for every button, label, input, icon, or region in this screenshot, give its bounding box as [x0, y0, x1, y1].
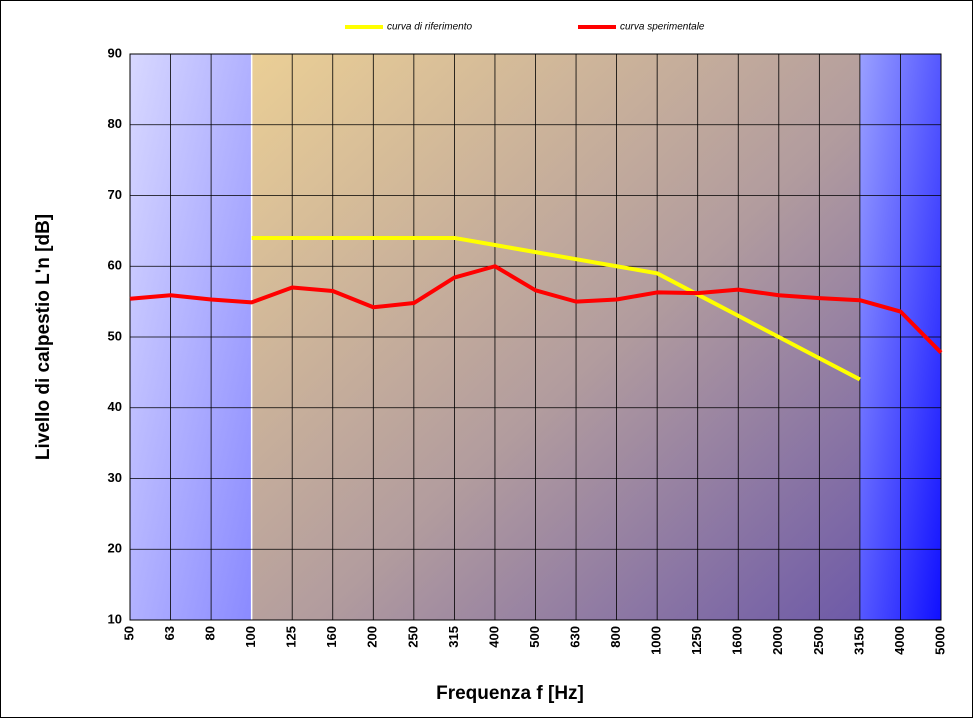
data-line: [251, 235, 861, 382]
y-tick-label: 30: [108, 470, 122, 485]
y-axis-title: Livello di calpestio L'n [dB]: [33, 214, 54, 460]
x-tick-label: 63: [162, 626, 177, 640]
x-tick-label: 1000: [649, 626, 664, 655]
x-tick-label: 500: [527, 626, 542, 648]
legend-label: curva di riferimento: [387, 22, 472, 33]
x-tick-label: 1600: [730, 626, 745, 655]
y-tick-label: 60: [108, 258, 122, 273]
y-tick-label: 90: [108, 45, 122, 60]
x-tick-label: 800: [608, 626, 623, 648]
x-tick-label: 2000: [770, 626, 785, 655]
x-tick-label: 4000: [892, 626, 907, 655]
x-tick-label: 50: [121, 626, 136, 640]
x-tick-label: 5000: [932, 626, 947, 655]
x-tick-label: 80: [203, 626, 218, 640]
x-tick-label: 250: [405, 626, 420, 648]
data-line: [129, 264, 943, 354]
x-tick-label: 2500: [811, 626, 826, 655]
y-tick-label: 50: [108, 328, 122, 343]
plot-border: [129, 53, 942, 621]
x-tick-label: 160: [324, 626, 339, 648]
x-tick-label: 400: [486, 626, 501, 648]
x-tick-label: 200: [365, 626, 380, 648]
x-tick-label: 315: [446, 626, 461, 648]
y-tick-label: 40: [108, 399, 122, 414]
y-tick-label: 80: [108, 116, 122, 131]
legend-label: curva sperimentale: [620, 22, 705, 33]
y-tick-label: 10: [108, 611, 122, 626]
y-tick-label: 20: [108, 541, 122, 556]
x-tick-label: 1250: [689, 626, 704, 655]
x-tick-label: 3150: [851, 626, 866, 655]
x-tick-label: 125: [284, 626, 299, 648]
x-tick-label: 100: [243, 626, 258, 648]
y-tick-label: 70: [108, 187, 122, 202]
x-axis-title: Frequenza f [Hz]: [436, 683, 584, 704]
x-tick-label: 630: [567, 626, 582, 648]
